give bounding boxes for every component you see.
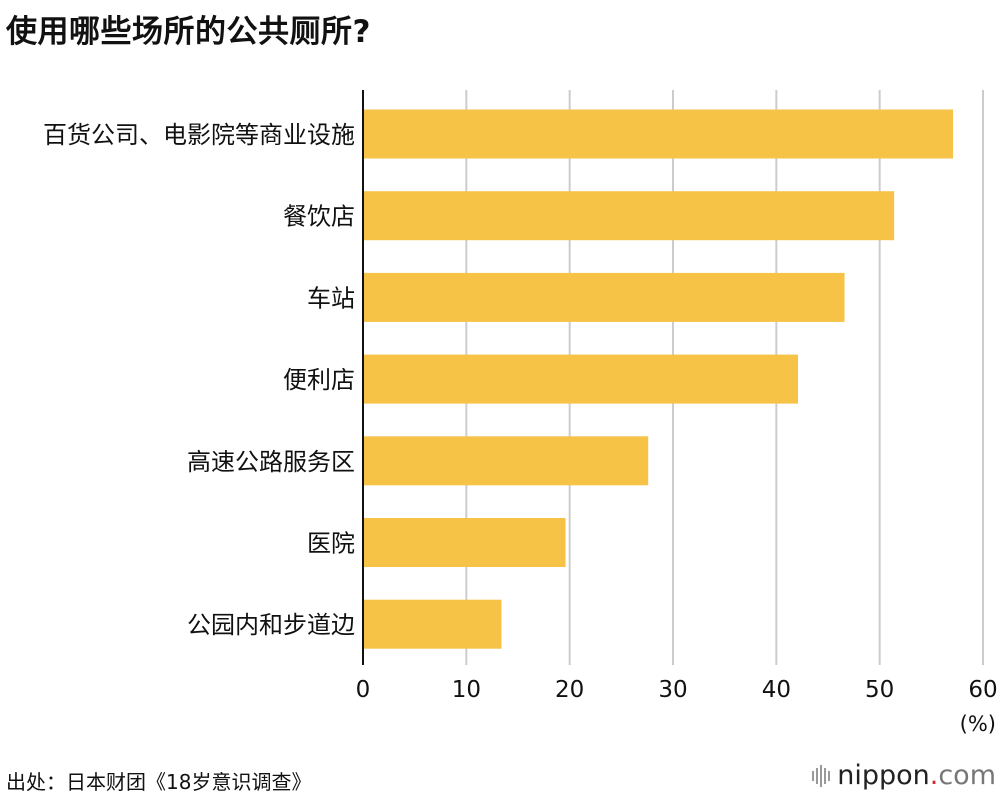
- unit-label: (%): [959, 712, 996, 736]
- category-label: 公园内和步道边: [187, 611, 355, 639]
- category-label: 餐饮店: [283, 203, 355, 231]
- brand-bars-icon: [812, 764, 831, 787]
- brand-bar: [824, 767, 827, 784]
- category-label: 医院: [307, 530, 355, 558]
- category-label: 高速公路服务区: [187, 448, 355, 476]
- tick-label: 10: [452, 677, 481, 703]
- tick-labels: 0 10 20 30 40 50 60: [356, 677, 998, 703]
- category-label: 便利店: [283, 366, 355, 394]
- brand-bar: [820, 764, 823, 787]
- bar: [363, 436, 649, 486]
- category-label: 车站: [307, 284, 355, 312]
- brand-logo: nippon. com: [812, 760, 996, 791]
- brand-bar: [828, 770, 831, 781]
- tick-label: 30: [658, 677, 687, 703]
- source-text: 出处：日本财团《18岁意识调查》: [6, 770, 312, 794]
- bar: [363, 518, 566, 567]
- brand-name: nippon: [837, 760, 930, 791]
- bar: [363, 599, 502, 649]
- bar: [363, 109, 954, 159]
- page-title: 使用哪些场所的公共厕所?: [6, 14, 371, 50]
- tick-label: 60: [968, 677, 997, 703]
- brand-bar: [816, 767, 819, 784]
- brand-suffix: com: [938, 760, 996, 791]
- tick-label: 40: [762, 677, 791, 703]
- tick-label: 20: [555, 677, 584, 703]
- bar: [363, 354, 799, 404]
- category-label: 百货公司、电影院等商业设施: [43, 121, 355, 149]
- brand-dot: .: [929, 760, 939, 791]
- bars: [363, 109, 954, 649]
- tick-label: 50: [865, 677, 894, 703]
- bar: [363, 191, 895, 241]
- bar: [363, 272, 845, 322]
- tick-label: 0: [356, 677, 371, 703]
- brand-bar: [812, 770, 815, 781]
